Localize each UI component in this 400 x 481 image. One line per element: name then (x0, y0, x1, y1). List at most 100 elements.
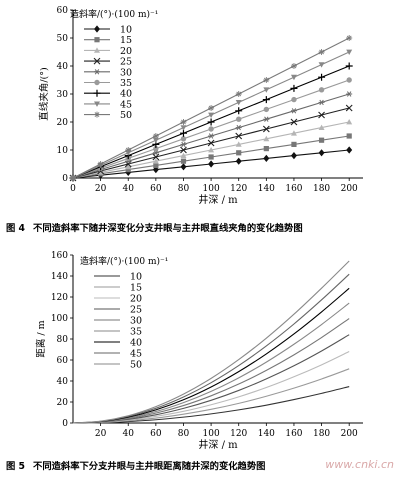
x-tick-label: 80 (178, 184, 190, 194)
series-point-30 (152, 150, 159, 156)
series-point-10 (180, 163, 187, 171)
series-point-45 (290, 74, 297, 81)
x-tick-label: 200 (341, 184, 358, 194)
x-tick-label: 20 (95, 184, 107, 194)
series-point-10 (208, 160, 215, 168)
x-tick-label: 160 (285, 184, 302, 194)
series-point-50 (180, 119, 187, 125)
legend-label-30: 30 (130, 316, 142, 327)
series-point-25 (345, 104, 353, 112)
series-point-30 (346, 91, 353, 97)
series-point-40 (207, 118, 215, 126)
legend-marker-35 (94, 79, 100, 86)
series-point-20 (152, 158, 159, 164)
figure-5-caption-text: 不同造斜率下分支井眼与主井眼距离随井深的变化趋势图 (33, 461, 266, 472)
series-point-35 (208, 126, 214, 132)
x-tick-label: 40 (123, 184, 135, 194)
series-point-35 (263, 106, 270, 113)
legend-marker-50 (94, 111, 100, 118)
y-tick-label: 20 (57, 398, 69, 408)
y-tick-label: 20 (57, 118, 69, 128)
series-point-15 (318, 137, 325, 143)
series-point-25 (180, 146, 187, 154)
legend-label-40: 40 (130, 338, 142, 349)
series-point-35 (180, 136, 187, 142)
legend-label-25: 25 (120, 57, 132, 68)
series-point-50 (152, 133, 159, 139)
series-point-45 (318, 62, 325, 68)
x-tick-label: 100 (203, 184, 220, 194)
figure-4-number: 图 4 (6, 223, 26, 234)
series-point-50 (97, 161, 104, 167)
y-tick-label: 60 (57, 6, 69, 16)
x-tick-label: 60 (150, 429, 162, 439)
figure-4-caption-text: 不同造斜率下随井深变化分支井眼与主井眼直线夹角的变化趋势图 (33, 223, 303, 234)
series-point-20 (290, 130, 297, 136)
legend-label-30: 30 (120, 67, 132, 78)
legend-marker-30 (94, 69, 100, 75)
watermark: www.cnki.cn (325, 458, 394, 471)
legend-label-35: 35 (120, 78, 132, 89)
y-tick-label: 160 (51, 251, 68, 261)
figure-5-caption: 图 5 不同造斜率下分支井眼与主井眼距离随井深的变化趋势图 (6, 458, 398, 472)
legend-marker-45 (94, 101, 100, 107)
series-point-50 (318, 49, 325, 55)
angle-vs-depth-chart: 0 20 40 60 80 100 120 140 160 180 200 0 10 20 30 40 50 60… (38, 6, 363, 206)
y-tick-label: 120 (51, 293, 68, 303)
series-point-30 (263, 116, 270, 122)
legend-marker-15 (94, 37, 100, 43)
series-point-15 (236, 150, 242, 156)
series-point-20 (346, 119, 353, 125)
series-point-45 (152, 137, 159, 144)
legend-marker-25 (93, 57, 101, 65)
y-tick-label: 100 (51, 314, 68, 324)
x-axis-label: 井深 / m (198, 193, 238, 206)
series-point-35 (318, 87, 325, 93)
series-point-10 (290, 152, 297, 160)
y-tick-label: 60 (57, 356, 69, 366)
series-point-30 (208, 133, 215, 139)
x-tick-label: 140 (258, 184, 275, 194)
legend-label-45: 45 (120, 99, 132, 110)
y-tick-label: 30 (57, 90, 69, 100)
series-point-45 (235, 100, 242, 106)
series-point-20 (263, 135, 270, 142)
series-point-25 (207, 139, 215, 147)
series-point-30 (290, 108, 297, 114)
series-point-10 (318, 149, 325, 157)
figure-4-caption: 图 4 不同造斜率下随井深变化分支井眼与主井眼直线夹角的变化趋势图 (6, 220, 398, 234)
x-tick-label: 140 (258, 429, 275, 439)
series-point-45 (263, 87, 270, 93)
series-point-20 (318, 124, 325, 130)
series-point-15 (291, 141, 297, 147)
y-axis-label: 距离 / m (35, 320, 47, 357)
y-tick-label: 140 (51, 272, 68, 282)
x-tick-label: 80 (178, 429, 190, 439)
series-point-10 (346, 146, 353, 154)
series-point-15 (346, 133, 352, 139)
x-tick-label: 40 (123, 429, 135, 439)
series-point-45 (208, 112, 215, 118)
series-point-15 (153, 162, 159, 168)
legend-label-20: 20 (120, 46, 132, 57)
x-tick-label: 100 (203, 429, 220, 439)
y-tick-label: 80 (57, 335, 69, 345)
series-point-25 (235, 132, 243, 140)
series-point-25 (318, 111, 325, 119)
series-point-30 (318, 99, 325, 106)
y-tick-label: 10 (57, 146, 69, 156)
series-point-40 (179, 129, 187, 137)
series-point-15 (125, 167, 131, 173)
y-tick-label: 0 (62, 174, 68, 184)
series-point-15 (208, 154, 214, 160)
legend-label-45: 45 (130, 349, 142, 360)
series-point-20 (97, 169, 104, 175)
series-point-35 (236, 116, 242, 122)
series-point-50 (346, 35, 353, 41)
legend-title: 造斜率/(°)·(100 m)⁻¹ (80, 255, 168, 267)
legend-marker-10 (94, 25, 100, 33)
series-point-50 (208, 105, 215, 111)
x-tick-label: 20 (95, 429, 107, 439)
y-tick-label: 50 (57, 34, 69, 44)
x-tick-label: 160 (285, 429, 302, 439)
